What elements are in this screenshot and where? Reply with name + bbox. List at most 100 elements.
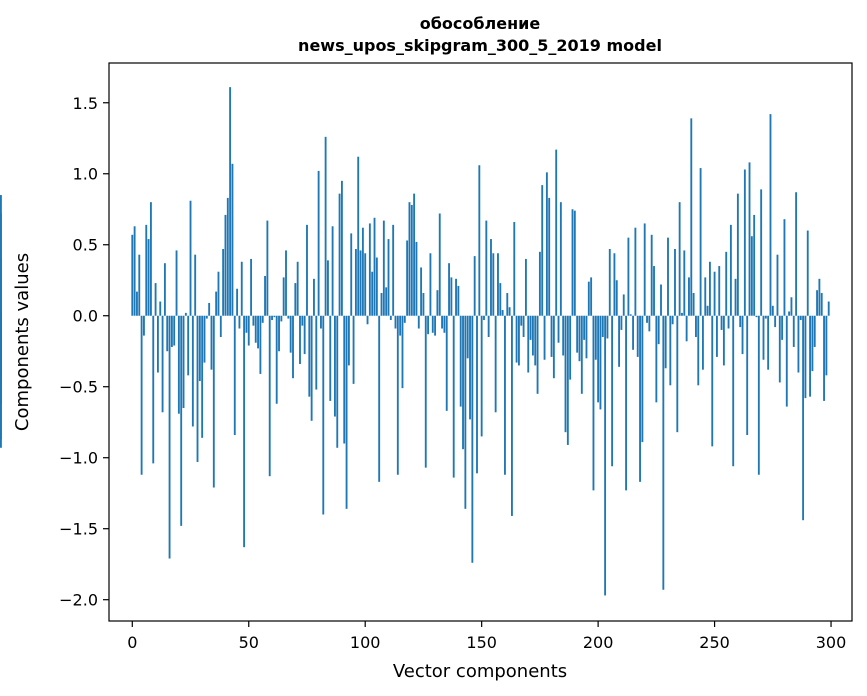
bar-component-243 [697, 315, 700, 386]
bar-component-51 [250, 258, 253, 316]
bar-component-55 [259, 315, 262, 374]
bar-component-291 [809, 315, 811, 397]
bar-component-209 [618, 315, 621, 367]
bar-component-207 [613, 253, 616, 316]
bar-component-269 [757, 315, 760, 475]
bar-component-138 [452, 315, 455, 478]
bar-component-89 [338, 193, 341, 316]
bar-component-222 [648, 315, 651, 332]
bar-component-259 [734, 278, 737, 316]
bar-component-106 [378, 315, 381, 482]
bar-component-263 [743, 169, 746, 316]
bar-component-69 [292, 315, 294, 379]
bar-component-204 [606, 315, 609, 339]
bar-component-22 [182, 315, 185, 409]
bar-component-160 [504, 315, 506, 475]
bar-component-117 [403, 315, 406, 323]
bar-component-4 [140, 315, 143, 475]
bar-component-31 [203, 315, 206, 363]
bar-component-248 [708, 261, 711, 316]
bar-component-115 [399, 315, 402, 336]
bar-component-149 [478, 165, 481, 316]
bar-component-129 [431, 315, 434, 333]
bar-component-172 [531, 315, 534, 356]
bar-component-290 [806, 230, 809, 316]
bar-component-82 [322, 315, 325, 515]
bar-component-25 [189, 200, 192, 316]
bar-component-218 [639, 315, 641, 482]
x-tick-label: 100 [350, 633, 381, 652]
bar-component-60 [271, 315, 273, 320]
bar-component-228 [662, 315, 665, 590]
bar-component-47 [240, 261, 243, 316]
bar-component-85 [329, 315, 332, 401]
bar-component-45 [236, 288, 239, 316]
bar-component-278 [778, 315, 781, 383]
bar-component-250 [713, 271, 716, 316]
bar-component-144 [466, 315, 469, 359]
bar-component-155 [492, 253, 495, 316]
bar-component-151 [483, 315, 485, 320]
bar-component-135 [445, 315, 448, 411]
bar-component-17 [170, 315, 173, 347]
bar-component-267 [753, 214, 756, 316]
bar-component-224 [653, 266, 655, 316]
bar-component-28 [196, 315, 199, 462]
bar-component-286 [797, 315, 800, 373]
bar-component-170 [527, 315, 530, 373]
bar-component-110 [387, 239, 390, 316]
bar-component-132 [438, 213, 441, 316]
bar-component-260 [736, 193, 739, 316]
bar-component-123 [417, 315, 420, 329]
bar-component-189 [571, 209, 574, 316]
y-tick-label: 1.5 [73, 94, 98, 113]
bar-component-247 [706, 305, 709, 316]
bar-component-77 [310, 315, 313, 421]
bar-component-undefined [0, 315, 2, 404]
bar-component-24 [187, 315, 190, 376]
bar-component-282 [788, 311, 791, 316]
bar-component-237 [683, 250, 686, 316]
bar-component-239 [688, 277, 690, 316]
bar-component-295 [818, 278, 821, 316]
bar-component-283 [790, 297, 793, 316]
bar-component-203 [604, 315, 607, 596]
bar-component-97 [357, 156, 360, 316]
y-axis-label: Components values [12, 253, 33, 431]
bar-component-217 [636, 315, 639, 357]
bar-component-56 [261, 315, 264, 323]
bar-component-57 [264, 275, 266, 316]
bar-component-258 [732, 315, 735, 467]
bar-component-70 [294, 283, 297, 316]
bar-component-48 [243, 315, 246, 548]
y-tick-label: −0.5 [59, 378, 98, 397]
bar-component-50 [247, 315, 250, 346]
bar-component-65 [282, 277, 285, 316]
bar-component-156 [494, 315, 497, 413]
x-tick-label: 200 [583, 633, 614, 652]
bar-component-154 [490, 239, 492, 316]
bar-component-9 [152, 315, 155, 464]
bar-component-201 [599, 315, 602, 410]
bar-component-186 [564, 315, 567, 433]
bar-component-134 [443, 315, 446, 333]
plot-frame [108, 62, 853, 622]
bar-component-231 [669, 315, 672, 386]
bar-component-15 [166, 315, 169, 352]
bar-component-139 [455, 278, 457, 316]
bar-component-141 [459, 315, 462, 407]
bar-component-121 [413, 193, 416, 316]
bar-component-162 [508, 307, 511, 316]
bar-component-86 [331, 226, 334, 316]
bar-component-119 [408, 202, 411, 316]
bar-component-30 [201, 315, 204, 438]
bar-component-39 [222, 249, 225, 316]
bar-component-184 [559, 202, 562, 316]
bar-component-112 [392, 224, 395, 316]
bar-component-253 [720, 315, 723, 330]
bar-component-229 [664, 315, 667, 369]
bar-component-131 [436, 290, 439, 316]
bar-component-101 [366, 315, 369, 325]
bar-component-285 [795, 192, 798, 316]
bar-component-273 [767, 315, 770, 370]
